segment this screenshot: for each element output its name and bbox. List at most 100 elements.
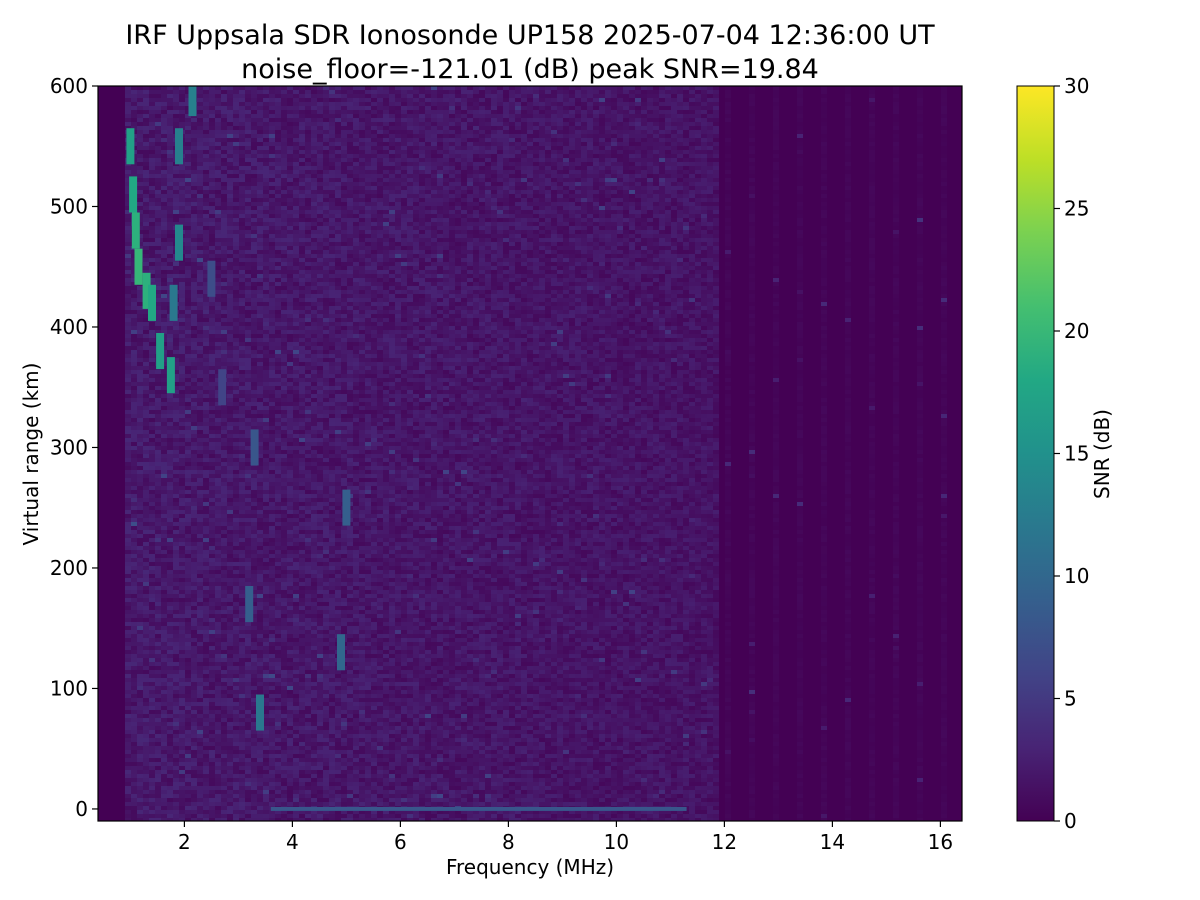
heatmap-cell xyxy=(131,750,137,754)
heatmap-cell xyxy=(281,562,287,566)
heatmap-cell xyxy=(239,118,245,122)
heatmap-cell xyxy=(281,742,287,746)
heatmap-cell xyxy=(143,490,149,494)
heatmap-cell xyxy=(149,478,155,482)
heatmap-cell xyxy=(185,422,191,426)
heatmap-cell xyxy=(263,90,269,94)
heatmap-cell xyxy=(203,750,209,754)
heatmap-cell xyxy=(125,802,131,806)
heatmap-cell xyxy=(263,350,269,354)
heatmap-cell xyxy=(239,550,245,554)
heatmap-cell xyxy=(137,762,143,766)
heatmap-cell xyxy=(143,226,149,230)
heatmap-cell xyxy=(143,154,149,158)
heatmap-cell xyxy=(167,254,173,258)
heatmap-cell xyxy=(185,782,191,786)
heatmap-cell xyxy=(257,374,263,378)
heatmap-cell xyxy=(197,466,203,470)
heatmap-cell xyxy=(209,614,215,618)
heatmap-cell xyxy=(155,230,161,234)
heatmap-cell xyxy=(233,330,239,334)
heatmap-cell xyxy=(275,450,281,454)
heatmap-cell xyxy=(167,198,173,202)
heatmap-cell xyxy=(125,754,131,758)
heatmap-cell xyxy=(245,430,251,434)
heatmap-cell xyxy=(143,470,149,474)
heatmap-cell xyxy=(245,662,251,666)
heatmap-cell xyxy=(161,678,167,682)
heatmap-cell xyxy=(275,430,281,434)
heatmap-cell xyxy=(233,558,239,562)
heatmap-cell xyxy=(197,470,203,474)
heatmap-cell xyxy=(161,502,167,506)
heatmap-cell xyxy=(179,362,185,366)
heatmap-cell xyxy=(167,466,173,470)
heatmap-cell xyxy=(257,562,263,566)
heatmap-cell xyxy=(287,106,293,110)
heatmap-cell xyxy=(137,386,143,390)
heatmap-cell xyxy=(233,494,239,498)
heatmap-cell xyxy=(179,194,185,198)
heatmap-cell xyxy=(125,734,131,738)
heatmap-cell xyxy=(215,466,221,470)
heatmap-cell xyxy=(227,286,233,290)
heatmap-cell xyxy=(269,642,275,646)
heatmap-cell xyxy=(257,746,263,750)
heatmap-cell xyxy=(131,106,137,110)
heatmap-cell xyxy=(221,202,227,206)
heatmap-cell xyxy=(125,318,131,322)
heatmap-cell xyxy=(125,98,131,102)
heatmap-cell xyxy=(257,146,263,150)
heatmap-cell xyxy=(233,474,239,478)
heatmap-cell xyxy=(275,294,281,298)
heatmap-cell xyxy=(161,698,167,702)
heatmap-cell xyxy=(161,322,167,326)
heatmap-cell xyxy=(143,382,149,386)
heatmap-cell xyxy=(281,142,287,146)
heatmap-cell xyxy=(221,594,227,598)
heatmap-cell xyxy=(263,650,269,654)
heatmap-cell xyxy=(197,502,203,506)
heatmap-cell xyxy=(191,798,197,802)
heatmap-cell xyxy=(209,722,215,726)
heatmap-cell xyxy=(131,726,137,730)
heatmap-cell xyxy=(233,762,239,766)
heatmap-cell xyxy=(131,686,137,690)
heatmap-cell xyxy=(221,114,227,118)
heatmap-cell xyxy=(185,710,191,714)
heatmap-cell xyxy=(197,130,203,134)
heatmap-cell xyxy=(173,590,179,594)
heatmap-cell xyxy=(137,406,143,410)
heatmap-cell xyxy=(203,226,209,230)
heatmap-cell xyxy=(173,466,179,470)
heatmap-cell xyxy=(275,390,281,394)
heatmap-cell xyxy=(179,766,185,770)
heatmap-cell xyxy=(149,726,155,730)
heatmap-cell xyxy=(209,106,215,110)
heatmap-cell xyxy=(251,522,257,526)
heatmap-cell xyxy=(251,554,257,558)
heatmap-cell xyxy=(251,406,257,410)
heatmap-cell xyxy=(137,410,143,414)
heatmap-cell xyxy=(191,182,197,186)
heatmap-cell xyxy=(233,514,239,518)
heatmap-cell xyxy=(191,546,197,550)
heatmap-cell xyxy=(251,374,257,378)
heatmap-cell xyxy=(263,378,269,382)
heatmap-cell xyxy=(191,270,197,274)
heatmap-cell xyxy=(191,198,197,202)
heatmap-cell xyxy=(269,662,275,666)
heatmap-cell xyxy=(185,154,191,158)
heatmap-cell xyxy=(203,130,209,134)
heatmap-cell xyxy=(245,438,251,442)
heatmap-cell xyxy=(173,498,179,502)
heatmap-cell xyxy=(197,794,203,798)
heatmap-cell xyxy=(197,410,203,414)
heatmap-cell xyxy=(125,710,131,714)
heatmap-cell xyxy=(257,486,263,490)
heatmap-cell xyxy=(191,422,197,426)
heatmap-cell xyxy=(179,354,185,358)
heatmap-cell xyxy=(239,598,245,602)
heatmap-cell xyxy=(209,414,215,418)
heatmap-cell xyxy=(233,690,239,694)
